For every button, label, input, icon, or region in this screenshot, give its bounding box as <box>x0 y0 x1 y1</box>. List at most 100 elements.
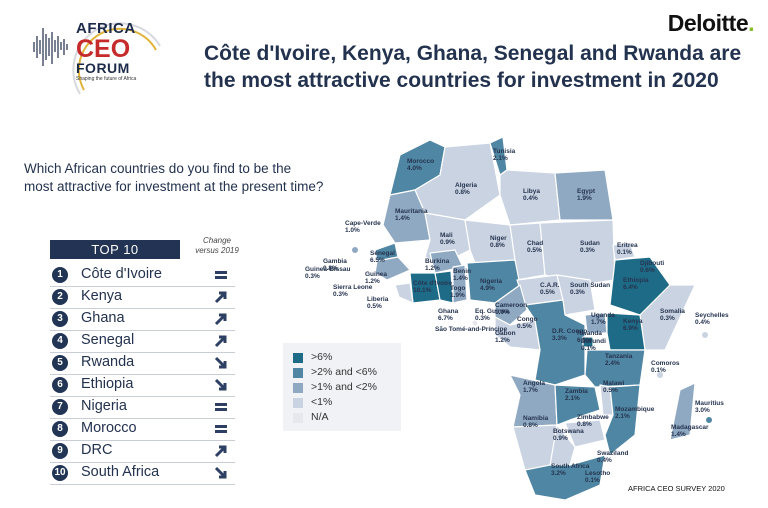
map-country-name: Zimbabwe <box>577 414 609 421</box>
map-sao-tome <box>472 320 478 326</box>
map-country-value: 0.8% <box>323 265 338 272</box>
map-country-value: 1.2% <box>495 337 510 344</box>
map-country-value: 1.0% <box>345 227 360 234</box>
map-country-value: 3.2% <box>551 470 566 477</box>
table-row: 4 Senegal <box>50 330 240 353</box>
country-name: DRC <box>81 442 113 458</box>
map-country-value: 1.7% <box>591 319 606 326</box>
map-country-value: 0.5% <box>540 289 555 296</box>
table-row: 10 South Africa <box>50 462 240 485</box>
map-country-name: Burkina <box>425 258 450 265</box>
map-country-name: Uganda <box>591 312 615 319</box>
map-south-africa <box>524 454 606 501</box>
legend-label: >2% and <6% <box>311 366 377 378</box>
map-country-name: Botswana <box>553 428 584 435</box>
legend-swatch <box>293 413 303 423</box>
map-sudan <box>539 219 616 286</box>
map-country-value: 0.5% <box>527 247 542 254</box>
map-country-value: 0.1% <box>651 367 666 374</box>
map-country-name: Niger <box>490 235 507 242</box>
map-zimbabwe <box>564 419 606 448</box>
map-country-value: 2.1% <box>615 413 630 420</box>
map-country-name: Somalia <box>660 308 685 315</box>
headline: Côte d'Ivoire, Kenya, Ghana, Senegal and… <box>204 42 742 92</box>
table-row: 8 Morocco <box>50 418 240 441</box>
map-country-name: São Tomé-and-Príncipe <box>435 326 507 333</box>
table-row: 9 DRC <box>50 440 240 463</box>
map-country-value: 6.4% <box>623 284 638 291</box>
map-country-name: Togo <box>450 285 465 292</box>
legend: >6% >2% and <6% >1% and <2% <1% N/A <box>283 343 401 431</box>
map-country-name: Senegal <box>370 250 395 257</box>
row-divider <box>50 286 235 287</box>
map-country-name: Madagascar <box>671 424 709 431</box>
change-header: Change versus 2019 <box>195 236 239 255</box>
map-country-name: Chad <box>527 240 543 247</box>
map-country-name: Ethiopia <box>623 277 649 284</box>
row-divider <box>50 374 235 375</box>
map-country-value: 4.9% <box>480 285 495 292</box>
rank-badge: 3 <box>52 311 68 327</box>
map-country-name: Benin <box>453 268 471 275</box>
map-country-name: Namibia <box>523 415 549 422</box>
map-country-name: South Africa <box>551 463 590 470</box>
map-country-value: 0.8% <box>455 189 470 196</box>
map-country-value: 4.0% <box>407 165 422 172</box>
map-country-name: C.A.R. <box>540 282 560 289</box>
country-name: Nigeria <box>81 398 127 414</box>
legend-swatch <box>293 368 303 378</box>
map-country-value: 6.7% <box>438 315 453 322</box>
map-country-value: 0.4% <box>523 195 538 202</box>
deloitte-logo: Deloitte. <box>668 10 755 37</box>
map-country-value: 0.8% <box>523 422 538 429</box>
map-country-value: 3.0% <box>695 407 710 414</box>
row-divider <box>50 418 235 419</box>
map-country-value: 1.2% <box>365 278 380 285</box>
map-country-name: Rwanda <box>577 330 602 337</box>
logo: AFRICA CEO FORUM Shaping the future of A… <box>76 20 136 82</box>
change-down-icon <box>212 464 230 482</box>
row-divider <box>50 308 235 309</box>
map-country-value: 0.1% <box>581 345 596 352</box>
logo-forum: FORUM <box>76 60 130 76</box>
map-country-value: 6.5% <box>370 257 385 264</box>
rank-badge: 5 <box>52 355 68 371</box>
table-row: 1 Côte d'Ivoire <box>50 264 240 287</box>
rank-badge: 8 <box>52 421 68 437</box>
country-name: Kenya <box>81 288 123 304</box>
map-country-value: 0.5% <box>517 323 532 330</box>
legend-label: N/A <box>311 411 329 423</box>
map-cameroon <box>494 284 528 326</box>
map-country-name: Swaziland <box>597 450 628 457</box>
map-country-name: Algeria <box>455 182 477 189</box>
map-togo-benin <box>452 264 468 304</box>
row-divider <box>50 352 235 353</box>
map-country-value: 1.4% <box>395 215 410 222</box>
map-country-value: 0.5% <box>367 303 382 310</box>
